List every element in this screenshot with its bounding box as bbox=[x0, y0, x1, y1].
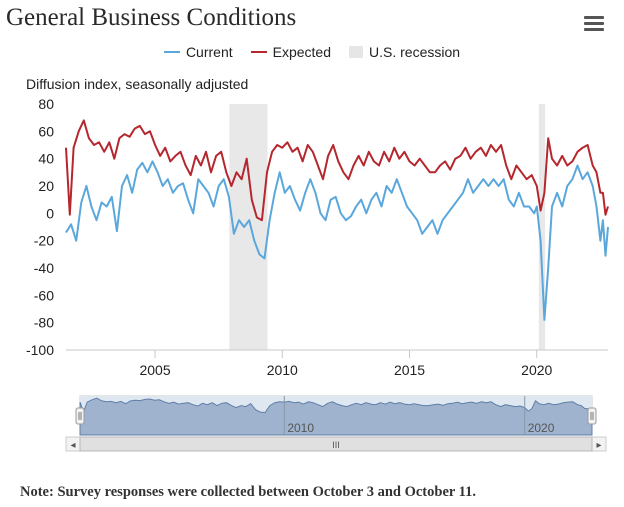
navigator-area bbox=[79, 397, 593, 436]
recession-band-2 bbox=[538, 104, 546, 350]
legend: Current Expected U.S. recession bbox=[0, 44, 624, 60]
legend-label-expected: Expected bbox=[272, 44, 331, 60]
navigator-left-handle[interactable] bbox=[75, 407, 85, 425]
scrollbar-grip: III bbox=[332, 440, 340, 450]
y-tick-label: 0 bbox=[46, 205, 54, 221]
x-tick-label: 2015 bbox=[394, 362, 425, 378]
y-tick-label: -100 bbox=[26, 342, 54, 358]
legend-label-recession: U.S. recession bbox=[369, 44, 461, 60]
series-line-expected bbox=[65, 119, 609, 222]
hamburger-menu-icon[interactable] bbox=[584, 16, 604, 34]
y-tick-label: -20 bbox=[34, 233, 54, 249]
legend-swatch-recession bbox=[349, 46, 363, 58]
legend-item-current[interactable]: Current bbox=[163, 44, 233, 60]
y-tick-label: -60 bbox=[34, 287, 54, 303]
y-tick-label: -80 bbox=[34, 315, 54, 331]
legend-item-recession[interactable]: U.S. recession bbox=[349, 44, 460, 60]
series-line-current bbox=[65, 160, 609, 321]
navigator-right-handle[interactable] bbox=[587, 407, 597, 425]
scroll-right-arrow-icon[interactable]: ▸ bbox=[596, 440, 601, 451]
x-tick-label: 2010 bbox=[267, 362, 298, 378]
legend-swatch-current bbox=[163, 51, 180, 53]
main-chart: 80 60 40 20 0 -20 -40 -60 -80 -100 2005 2010 2015 202… bbox=[26, 96, 609, 452]
x-tick-label: 2020 bbox=[521, 362, 552, 378]
recession-band-1 bbox=[229, 104, 268, 350]
legend-label-current: Current bbox=[185, 44, 233, 60]
scrollbar-thumb[interactable] bbox=[79, 436, 593, 452]
scroll-left-arrow-icon[interactable]: ◂ bbox=[70, 440, 75, 451]
x-tick-label: 2005 bbox=[139, 362, 170, 378]
legend-item-expected[interactable]: Expected bbox=[250, 44, 331, 60]
handle-body bbox=[587, 407, 597, 425]
y-tick-label: 60 bbox=[38, 123, 54, 139]
legend-swatch-expected bbox=[250, 51, 267, 53]
handle-body bbox=[75, 407, 85, 425]
y-tick-label: -40 bbox=[34, 260, 54, 276]
navigator-year-label: 2010 bbox=[287, 421, 314, 435]
y-tick-label: 80 bbox=[38, 96, 54, 112]
y-tick-label: 40 bbox=[38, 151, 54, 167]
y-tick-label: 20 bbox=[38, 178, 54, 194]
chart-title: General Business Conditions bbox=[6, 4, 297, 31]
footnote: Note: Survey responses were collected be… bbox=[20, 484, 476, 500]
navigator-year-label: 2020 bbox=[528, 421, 555, 435]
y-axis-label: Diffusion index, seasonally adjusted bbox=[26, 76, 249, 92]
